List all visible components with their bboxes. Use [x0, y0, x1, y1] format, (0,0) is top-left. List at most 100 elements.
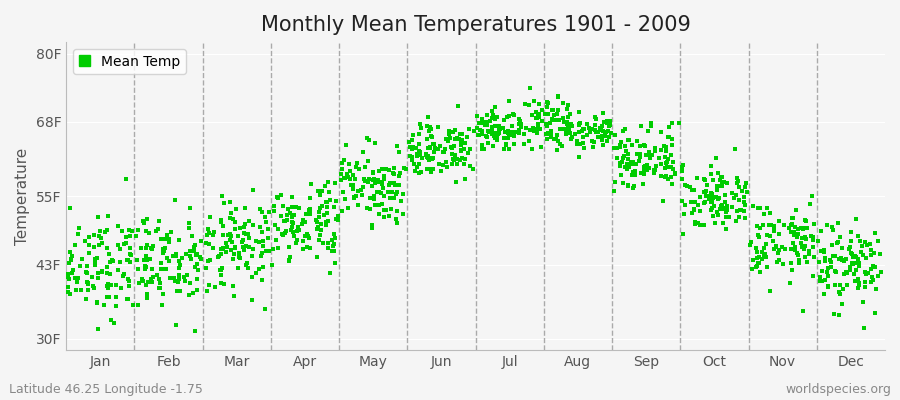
Point — [318, 183, 332, 190]
Point — [738, 202, 752, 208]
Point — [791, 260, 806, 266]
Point — [564, 136, 579, 142]
Point — [832, 291, 847, 298]
Point — [339, 171, 354, 177]
Point — [217, 280, 231, 287]
Point — [122, 227, 137, 233]
Point — [489, 130, 503, 136]
Point — [238, 247, 252, 253]
Point — [393, 198, 408, 204]
Point — [832, 312, 846, 318]
Point — [540, 131, 554, 137]
Point — [820, 268, 834, 275]
Point — [286, 219, 301, 226]
Point — [337, 175, 351, 182]
Point — [199, 265, 213, 272]
Point — [693, 208, 707, 214]
Point — [302, 209, 317, 216]
Point — [484, 114, 499, 121]
Point — [793, 225, 807, 232]
Point — [732, 183, 746, 190]
Point — [169, 322, 184, 328]
Point — [482, 117, 497, 124]
Point — [77, 238, 92, 244]
Point — [79, 263, 94, 269]
Point — [289, 204, 303, 210]
Point — [842, 264, 857, 270]
Point — [785, 221, 799, 227]
Point — [277, 218, 292, 224]
Point — [814, 278, 829, 284]
Point — [87, 262, 102, 269]
Point — [547, 136, 562, 143]
Point — [436, 149, 451, 155]
Point — [835, 257, 850, 263]
Point — [791, 252, 806, 258]
Point — [560, 126, 574, 132]
Point — [497, 146, 511, 152]
Point — [143, 245, 157, 251]
Point — [666, 158, 680, 165]
Point — [772, 257, 787, 263]
Point — [206, 245, 220, 251]
Point — [92, 232, 106, 239]
Point — [531, 123, 545, 130]
Point — [561, 114, 575, 120]
Point — [862, 241, 877, 248]
Point — [81, 281, 95, 288]
Point — [561, 124, 575, 130]
Point — [284, 218, 299, 225]
Point — [675, 168, 689, 175]
Point — [544, 120, 558, 126]
Point — [658, 154, 672, 160]
Point — [839, 268, 853, 275]
Point — [392, 148, 406, 155]
Point — [622, 164, 636, 170]
Point — [719, 214, 733, 221]
Point — [711, 212, 725, 218]
Point — [659, 160, 673, 166]
Point — [659, 148, 673, 154]
Point — [262, 209, 276, 215]
Point — [544, 134, 559, 140]
Point — [743, 238, 758, 245]
Point — [116, 271, 130, 278]
Point — [737, 194, 751, 200]
Point — [845, 254, 859, 260]
Point — [91, 214, 105, 220]
Point — [770, 243, 784, 250]
Point — [64, 257, 78, 263]
Point — [145, 266, 159, 272]
Point — [657, 142, 671, 149]
Point — [384, 206, 399, 212]
Point — [171, 236, 185, 243]
Point — [411, 170, 426, 176]
Point — [530, 130, 544, 136]
Point — [763, 288, 778, 294]
Point — [668, 170, 682, 176]
Point — [719, 209, 733, 215]
Point — [183, 248, 197, 254]
Point — [800, 258, 814, 265]
Point — [849, 253, 863, 259]
Point — [183, 280, 197, 286]
Point — [322, 189, 337, 196]
Point — [246, 187, 260, 194]
Point — [413, 152, 428, 159]
Point — [65, 253, 79, 259]
Point — [735, 188, 750, 194]
Point — [621, 156, 635, 162]
Point — [726, 194, 741, 201]
Point — [682, 184, 697, 190]
Point — [626, 183, 641, 189]
Point — [438, 146, 453, 152]
Point — [470, 125, 484, 131]
Point — [481, 112, 495, 118]
Point — [621, 137, 635, 144]
Point — [441, 138, 455, 144]
Point — [818, 258, 832, 264]
Point — [73, 262, 87, 269]
Point — [784, 246, 798, 252]
Point — [261, 226, 275, 232]
Point — [384, 188, 399, 195]
